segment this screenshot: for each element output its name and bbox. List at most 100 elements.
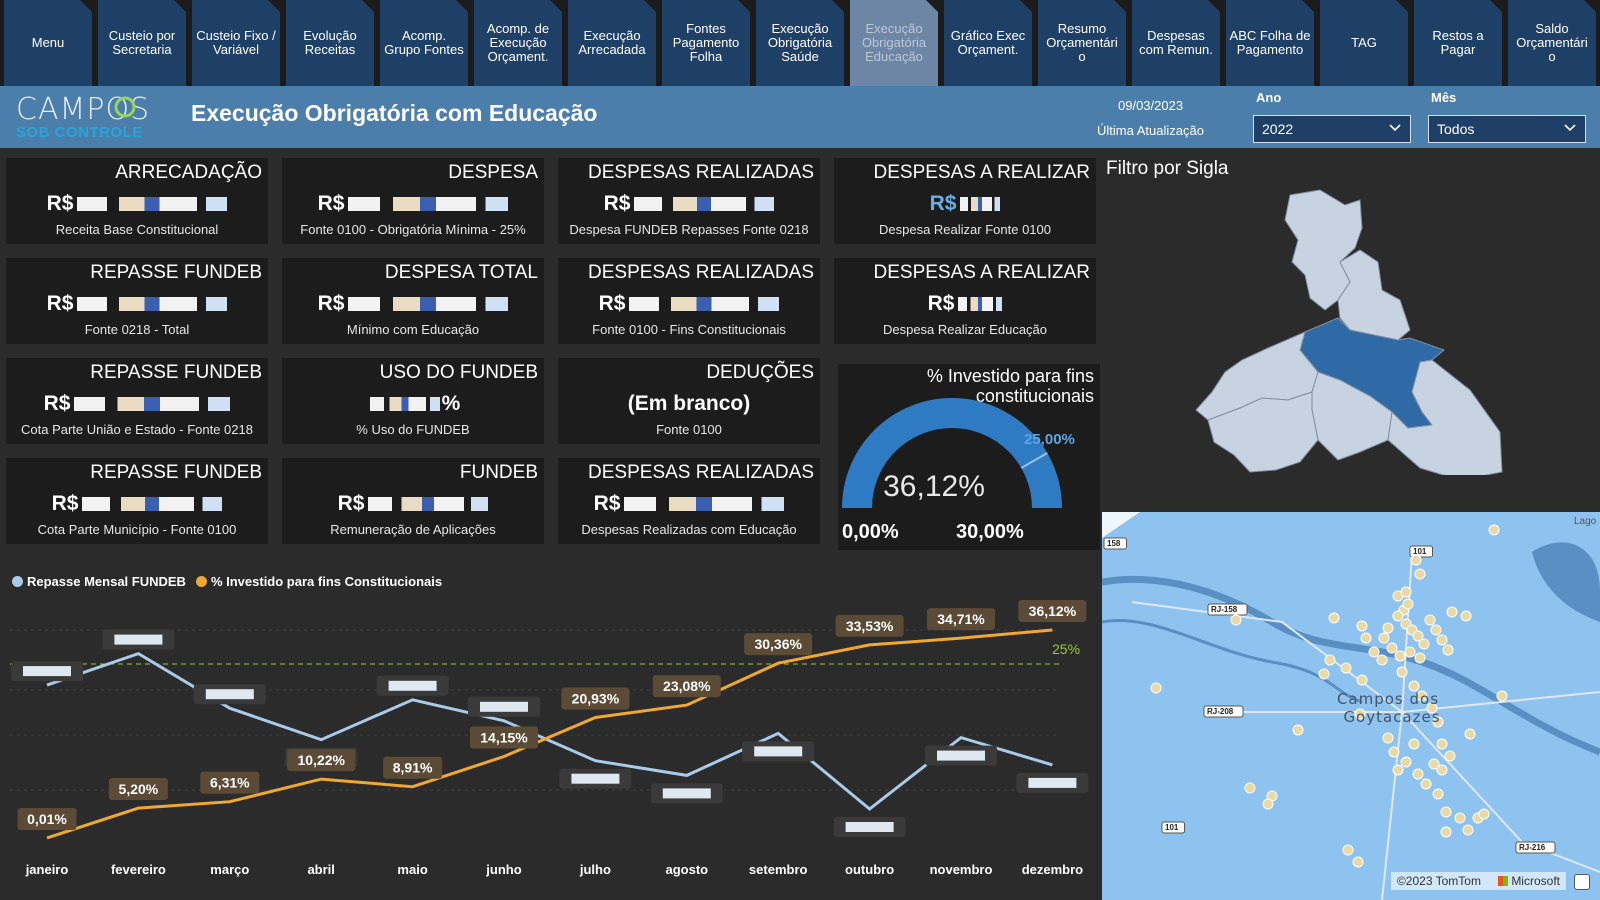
legend-dot-investido <box>195 576 207 587</box>
district-filter-map[interactable] <box>1190 185 1510 475</box>
last-update-date: 09/03/2023 <box>1118 98 1184 113</box>
map-point[interactable] <box>1400 756 1412 768</box>
map-point[interactable] <box>1392 610 1404 622</box>
map-point[interactable] <box>1488 524 1500 536</box>
map-point[interactable] <box>1424 614 1436 626</box>
tab-item[interactable]: Acomp. de Execução Orçament. <box>474 0 562 86</box>
map-point[interactable] <box>1318 668 1330 680</box>
masked-value <box>958 297 1003 312</box>
map-point[interactable] <box>1404 646 1416 658</box>
map-point[interactable] <box>1388 746 1400 758</box>
map-point[interactable] <box>1416 690 1428 702</box>
card-title: REPASSE FUNDEB <box>90 262 262 283</box>
map-point[interactable] <box>1436 764 1448 776</box>
map-point[interactable] <box>1402 598 1414 610</box>
tab-menu[interactable]: Menu <box>4 0 92 86</box>
map-point[interactable] <box>1408 738 1420 750</box>
map-point[interactable] <box>1150 682 1162 694</box>
map-point[interactable] <box>1436 634 1448 646</box>
tab-item[interactable]: Custeio Fixo / Variável <box>192 0 280 86</box>
map-point[interactable] <box>1464 728 1476 740</box>
map-point[interactable] <box>1292 724 1304 736</box>
tab-item[interactable]: Acomp. Grupo Fontes <box>380 0 468 86</box>
map-point[interactable] <box>1412 630 1424 642</box>
map-point[interactable] <box>1352 856 1364 868</box>
map-point[interactable] <box>1354 708 1366 720</box>
map-point[interactable] <box>1328 612 1340 624</box>
gauge-title: % Investido para fins constitucionais <box>926 366 1094 406</box>
tab-item[interactable]: Custeio por Secretaria <box>98 0 186 86</box>
map-point[interactable] <box>1440 806 1452 818</box>
district-region[interactable] <box>1387 359 1503 475</box>
map-point[interactable] <box>1368 646 1380 658</box>
map-point[interactable] <box>1460 610 1472 622</box>
map-point[interactable] <box>1442 644 1454 656</box>
map-point[interactable] <box>1412 768 1424 780</box>
map-point[interactable] <box>1356 674 1368 686</box>
map-point[interactable] <box>1428 758 1440 770</box>
map-point[interactable] <box>1454 812 1466 824</box>
tab-item[interactable]: Gráfico Exec Orçament. <box>944 0 1032 86</box>
map-point[interactable] <box>1396 666 1408 678</box>
map-point[interactable] <box>1356 620 1368 632</box>
map-point[interactable] <box>1440 826 1452 838</box>
map-point[interactable] <box>1436 738 1448 750</box>
district-region[interactable] <box>1207 391 1319 473</box>
card-subtitle: Fonte 0100 - Obrigatória Mínima - 25% <box>300 222 526 237</box>
map-point[interactable] <box>1420 778 1432 790</box>
tab-item[interactable]: Evolução Receitas <box>286 0 374 86</box>
tab-item[interactable]: Saldo Orçamentári o <box>1508 0 1596 86</box>
map-point[interactable] <box>1340 662 1352 674</box>
map-point[interactable] <box>1426 702 1438 714</box>
tab-item[interactable]: Execução Arrecadada <box>568 0 656 86</box>
map-point[interactable] <box>1496 690 1508 702</box>
map-point[interactable] <box>1324 654 1336 666</box>
map-point[interactable] <box>1342 844 1354 856</box>
map-point[interactable] <box>1378 632 1390 644</box>
map-point[interactable] <box>1360 632 1372 644</box>
map-point[interactable] <box>1376 654 1388 666</box>
kpi-card-despesas-realizadas-fundeb: DESPESAS REALIZADAS R$ Despesa FUNDEB Re… <box>558 158 820 244</box>
map-corner-tab[interactable] <box>1102 512 1140 538</box>
district-region[interactable] <box>1337 249 1411 341</box>
map-point[interactable] <box>1462 824 1474 836</box>
map-point[interactable] <box>1418 638 1430 650</box>
tab-item[interactable]: Restos a Pagar <box>1414 0 1502 86</box>
masked-value <box>348 297 509 312</box>
map-point[interactable] <box>1446 606 1458 618</box>
points-map[interactable]: 101 RJ-158 RJ-208 101 RJ-216 158 Campos dos G… <box>1102 512 1600 900</box>
map-point[interactable] <box>1382 622 1394 634</box>
map-point[interactable] <box>1244 782 1256 794</box>
year-select[interactable]: 2022 <box>1253 115 1411 143</box>
map-point[interactable] <box>1432 716 1444 728</box>
map-point[interactable] <box>1386 642 1398 654</box>
tab-item[interactable]: Execução Obrigatória Saúde <box>756 0 844 86</box>
tab-item[interactable]: ABC Folha de Pagamento <box>1226 0 1314 86</box>
map-point[interactable] <box>1410 554 1422 566</box>
road-label: 158 <box>1107 539 1121 548</box>
map-point[interactable] <box>1414 652 1426 664</box>
tab-item[interactable]: Execução Obrigatória Educação <box>850 0 938 86</box>
card-subtitle: Despesa Realizar Educação <box>882 322 1048 337</box>
map-point[interactable] <box>1262 798 1274 810</box>
x-tick-label: setembro <box>749 862 808 877</box>
map-point[interactable] <box>1408 680 1420 692</box>
tab-item[interactable]: Despesas com Remun. <box>1132 0 1220 86</box>
tab-item[interactable]: Resumo Orçamentári o <box>1038 0 1126 86</box>
map-point[interactable] <box>1414 568 1426 580</box>
map-point[interactable] <box>1444 750 1456 762</box>
tab-item[interactable]: TAG <box>1320 0 1408 86</box>
map-canvas[interactable]: 101 RJ-158 RJ-208 101 RJ-216 158 Campos dos G… <box>1102 512 1600 900</box>
map-point[interactable] <box>1432 788 1444 800</box>
map-point[interactable] <box>1394 650 1406 662</box>
map-info-icon[interactable] <box>1574 874 1590 890</box>
map-point[interactable] <box>1430 624 1442 636</box>
map-point[interactable] <box>1392 764 1404 776</box>
map-point[interactable] <box>1230 614 1242 626</box>
map-point[interactable] <box>1478 808 1490 820</box>
map-point[interactable] <box>1400 586 1412 598</box>
tab-item[interactable]: Fontes Pagamento Folha <box>662 0 750 86</box>
map-point[interactable] <box>1382 732 1394 744</box>
month-select[interactable]: Todos <box>1428 115 1586 143</box>
x-tick-label: março <box>210 862 249 877</box>
